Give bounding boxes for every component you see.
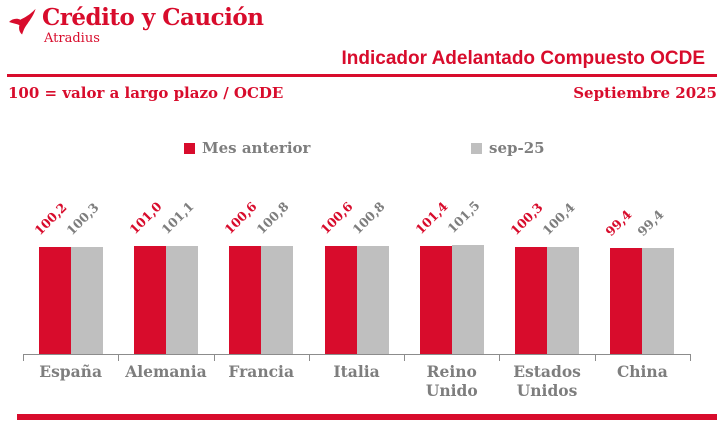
bar-mes-anterior xyxy=(515,247,548,354)
bar-value-label: 99,4 xyxy=(634,206,667,239)
bar-sep-25 xyxy=(451,245,484,354)
bar-value-label: 101,5 xyxy=(444,197,483,236)
top-divider xyxy=(7,74,717,77)
bar-value-label: 101,4 xyxy=(412,198,451,237)
bar-value-label: 100,2 xyxy=(31,199,70,238)
axis-tick xyxy=(594,354,596,361)
bar-value-label: 100,8 xyxy=(348,198,388,237)
category-label: España xyxy=(39,362,102,381)
axis-tick xyxy=(690,354,691,361)
bar-value-label: 99,4 xyxy=(602,206,635,239)
bar-sep-25 xyxy=(165,246,198,354)
brand-subname: Atradius xyxy=(44,31,100,47)
brand-logo: Crédito y Caución Atradius xyxy=(8,4,264,47)
legend-swatch-gray xyxy=(471,142,482,154)
axis-tick xyxy=(118,354,120,361)
bar-value-label: 100,6 xyxy=(221,198,260,237)
period-label: Septiembre 2025 xyxy=(573,84,717,102)
legend-item-sep-25: sep-25 xyxy=(471,139,545,157)
axis-tick xyxy=(23,354,24,361)
bottom-divider xyxy=(17,414,717,420)
bar-mes-anterior xyxy=(38,247,71,354)
category-label: Alemania xyxy=(125,362,207,381)
bar-value-label: 100,4 xyxy=(539,199,578,238)
legend-label: Mes anterior xyxy=(202,139,311,157)
bar-value-label: 101,0 xyxy=(126,198,165,237)
category-label: Reino Unido xyxy=(425,362,478,401)
category-label: Francia xyxy=(228,362,294,381)
bar-sep-25 xyxy=(356,246,389,354)
bar-sep-25 xyxy=(642,248,675,354)
brand-bird-icon xyxy=(9,8,36,35)
bar-value-label: 100,6 xyxy=(316,198,356,237)
axis-tick xyxy=(213,354,215,361)
x-axis xyxy=(23,354,690,355)
bar-value-label: 101,1 xyxy=(158,198,197,237)
axis-tick xyxy=(404,354,406,361)
category-label: Estados Unidos xyxy=(513,362,581,401)
bar-mes-anterior xyxy=(419,246,452,354)
bar-value-label: 100,3 xyxy=(63,199,102,238)
bar-mes-anterior xyxy=(133,246,166,354)
brand-name: Crédito y Caución xyxy=(42,4,264,31)
bar-value-label: 100,8 xyxy=(253,198,292,237)
axis-tick xyxy=(308,354,310,361)
axis-note: 100 = valor a largo plazo / OCDE xyxy=(8,84,284,102)
category-label: China xyxy=(616,362,668,381)
page-title: Indicador Adelantado Compuesto OCDE xyxy=(341,48,706,69)
bar-mes-anterior xyxy=(610,248,643,354)
category-label: Italia xyxy=(333,362,380,381)
bar-sep-25 xyxy=(261,246,294,354)
bar-mes-anterior xyxy=(229,246,262,354)
bar-mes-anterior xyxy=(324,246,357,354)
bar-sep-25 xyxy=(70,247,103,354)
axis-tick xyxy=(499,354,501,361)
bar-value-label: 100,3 xyxy=(507,199,546,238)
legend-label: sep-25 xyxy=(489,139,545,157)
legend-item-mes-anterior: Mes anterior xyxy=(184,139,310,157)
bar-sep-25 xyxy=(547,247,580,354)
legend-swatch-red xyxy=(184,142,195,154)
